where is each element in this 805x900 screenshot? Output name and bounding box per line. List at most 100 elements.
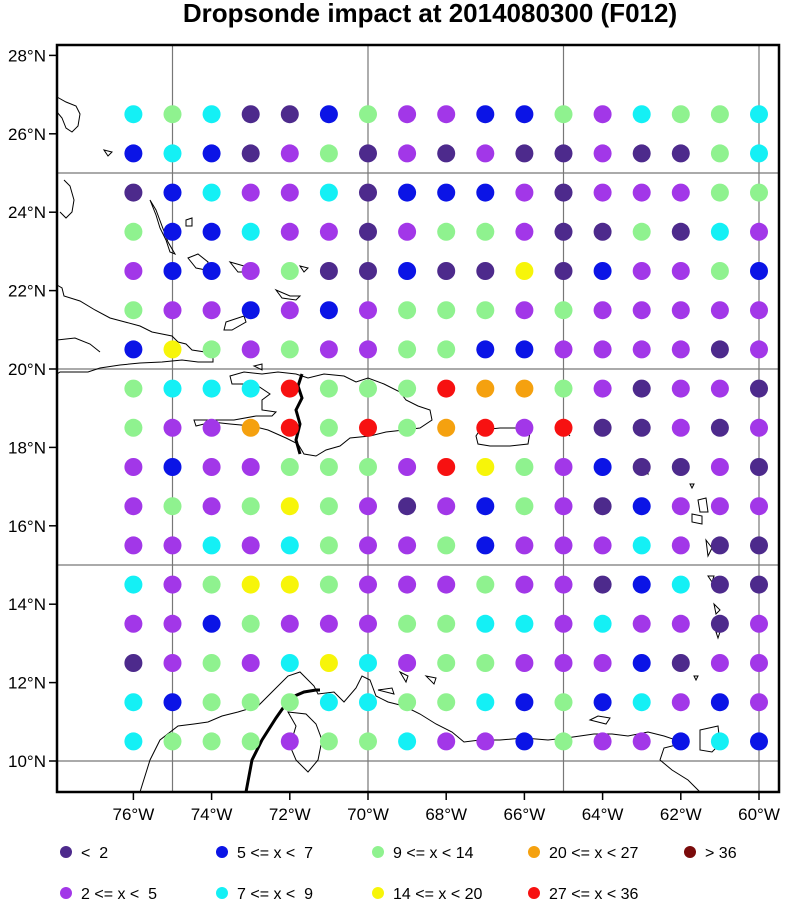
impact-dot (359, 379, 377, 398)
coast-antilles-2 (689, 483, 695, 490)
impact-dot (163, 379, 182, 398)
legend-swatch (372, 887, 384, 899)
impact-dot (750, 262, 768, 280)
impact-dot (554, 418, 573, 437)
impact-dot (515, 614, 534, 633)
impact-dot (359, 222, 377, 241)
impact-dot (124, 262, 143, 280)
impact-dot (671, 340, 690, 359)
legend-swatch (372, 846, 384, 858)
impact-dot (202, 575, 221, 594)
impact-dot (632, 379, 651, 398)
coast-bahamas-7 (274, 288, 302, 301)
impact-dot (476, 144, 495, 163)
impact-dot (202, 183, 221, 202)
impact-dot (593, 458, 612, 476)
impact-dot (710, 105, 729, 124)
impact-dot (671, 458, 690, 476)
impact-dot (398, 340, 417, 359)
impact-dot (515, 340, 534, 359)
legend-swatch (528, 846, 540, 858)
impact-dot (750, 105, 768, 124)
legend-label: > 36 (705, 845, 737, 862)
impact-dot (398, 144, 417, 163)
impact-dot (359, 183, 377, 202)
y-tick-label: 10°N (8, 752, 46, 771)
impact-dot (124, 144, 143, 163)
impact-dot (359, 575, 377, 594)
impact-dot (398, 458, 417, 476)
impact-dot (280, 693, 299, 712)
coast-south-america (139, 671, 701, 793)
impact-dot (476, 693, 495, 712)
impact-dot (710, 379, 729, 398)
impact-dot (710, 458, 729, 476)
impact-dot (593, 654, 612, 672)
impact-dot (241, 183, 260, 202)
legend-label: 14 <= x < 20 (393, 886, 483, 900)
impact-dot (241, 144, 260, 163)
impact-dot (515, 379, 534, 398)
impact-dot (241, 693, 260, 712)
impact-dot (554, 614, 573, 633)
impact-dot (359, 497, 377, 516)
impact-dot (202, 144, 221, 163)
legend-label: 9 <= x < 14 (393, 845, 474, 862)
x-tick-label: 76°W (113, 805, 155, 824)
impact-dot (163, 418, 182, 437)
impact-dot (241, 458, 260, 476)
y-tick-label: 26°N (8, 125, 46, 144)
impact-dot (515, 222, 534, 241)
impact-dot (671, 183, 690, 202)
coast-florida (56, 96, 81, 133)
x-tick-label: 72°W (269, 805, 311, 824)
impact-dot (593, 222, 612, 241)
impact-dot (280, 340, 299, 359)
impact-dot (241, 497, 260, 516)
y-tick-label: 16°N (8, 517, 46, 536)
impact-dot (554, 144, 573, 163)
impact-dot (593, 536, 612, 555)
impact-dot (554, 379, 573, 398)
impact-dot (319, 575, 338, 594)
impact-dot (359, 418, 377, 437)
impact-dot (163, 536, 182, 555)
coast-puerto-rico (475, 427, 531, 447)
coast-antilles-7 (713, 602, 721, 616)
impact-dot (554, 693, 573, 712)
impact-dot (750, 614, 768, 633)
impact-dot (554, 105, 573, 124)
x-tick-label: 62°W (660, 805, 702, 824)
impact-dot (671, 693, 690, 712)
coast-antilles-9 (693, 675, 699, 682)
impact-dot (632, 654, 651, 672)
impact-dot (554, 654, 573, 672)
impact-dot (750, 418, 768, 437)
impact-dot (241, 222, 260, 241)
impact-dot (124, 536, 143, 555)
impact-dot (280, 301, 299, 320)
impact-dot (241, 262, 260, 280)
impact-dot (359, 458, 377, 476)
impact-dot (437, 183, 456, 202)
impact-dot (359, 536, 377, 555)
y-tick-label: 22°N (8, 282, 46, 301)
legend-label: 5 <= x < 7 (237, 845, 313, 862)
coast-bahamas-2 (102, 149, 113, 157)
impact-dot (554, 222, 573, 241)
impact-dot (710, 222, 729, 241)
impact-dot (280, 418, 299, 437)
impact-dot (593, 732, 612, 751)
impact-dot (437, 732, 456, 751)
impact-dot (241, 575, 260, 594)
impact-dot (280, 144, 299, 163)
impact-dot (280, 262, 299, 280)
impact-dot (554, 575, 573, 594)
impact-dot (163, 262, 182, 280)
impact-dot (710, 654, 729, 672)
impact-dot (593, 105, 612, 124)
impact-dot (671, 614, 690, 633)
impact-dot (280, 614, 299, 633)
impact-dot (163, 144, 182, 163)
impact-dot (710, 340, 729, 359)
